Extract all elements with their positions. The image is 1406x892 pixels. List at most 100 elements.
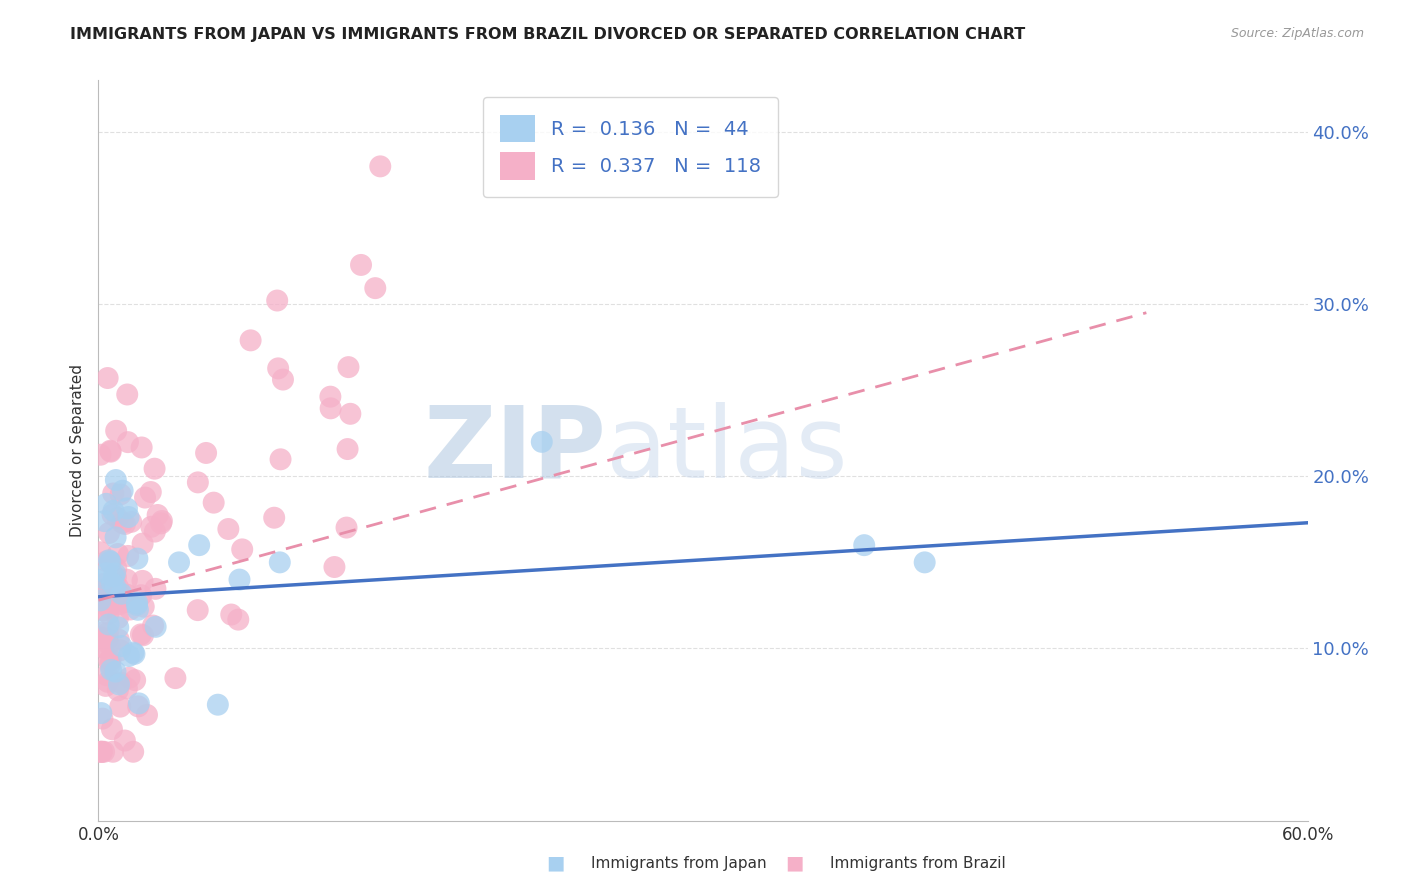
Point [89,448,111,462]
Point [89,545,111,559]
Point [104,570,127,584]
Point [91,640,114,655]
Point [271,373,294,387]
Point [131,574,153,588]
Point [127,596,149,610]
Point [90,745,112,759]
Point [90,591,112,605]
Point [141,520,163,534]
Point [202,496,225,510]
Point [91,640,114,654]
Text: ■: ■ [785,853,804,872]
Point [143,524,166,539]
Point [323,560,346,574]
Point [350,258,373,272]
Point [145,582,167,596]
Point [319,390,342,404]
Text: IMMIGRANTS FROM JAPAN VS IMMIGRANTS FROM BRAZIL DIVORCED OR SEPARATED CORRELATIO: IMMIGRANTS FROM JAPAN VS IMMIGRANTS FROM… [70,27,1025,42]
Point [96,497,118,511]
Point [89,591,111,605]
Point [101,576,124,591]
Point [124,673,146,688]
Point [96,668,118,682]
Point [127,603,149,617]
Point [231,542,253,557]
Point [129,627,152,641]
Point [114,594,136,608]
Point [110,587,132,601]
Point [90,630,112,644]
Point [115,501,138,516]
Point [111,483,134,498]
Point [115,588,138,602]
Point [263,510,285,524]
Point [118,671,141,685]
Point [117,435,139,450]
Point [100,444,122,458]
Point [207,698,229,712]
Point [127,699,149,714]
Point [103,486,125,500]
Point [97,626,120,640]
Point [96,554,118,568]
Point [219,607,242,622]
Point [107,588,129,602]
Point [90,706,112,720]
Point [108,643,131,657]
Point [110,675,132,690]
Point [134,491,156,505]
Point [101,745,124,759]
Point [91,712,114,726]
Point [136,707,159,722]
Point [107,632,129,647]
Point [96,591,118,606]
Point [267,361,290,376]
Point [110,487,132,501]
Point [94,679,117,693]
Point [90,584,112,599]
Point [114,595,136,609]
Point [98,555,121,569]
Point [139,485,162,500]
Point [105,561,128,575]
Point [93,514,115,528]
Point [122,745,145,759]
Point [107,547,129,561]
Point [100,653,122,667]
Point [97,607,120,621]
Point [89,625,111,640]
Point [195,446,218,460]
Point [91,632,114,646]
Text: Immigrants from Brazil: Immigrants from Brazil [830,856,1005,871]
Point [339,407,361,421]
Point [132,628,155,642]
Point [266,293,288,308]
Point [132,599,155,614]
Point [114,516,136,531]
Point [120,515,142,529]
Point [107,511,129,525]
Point [118,648,141,663]
Point [96,566,118,581]
Point [187,603,209,617]
Point [217,522,239,536]
Point [111,516,134,530]
Point [131,536,153,550]
Point [98,443,121,458]
Point [165,671,187,685]
Point [108,597,131,611]
Point [530,434,553,449]
Point [93,745,115,759]
Point [142,618,165,632]
Point [107,580,129,594]
Point [128,697,150,711]
Point [127,551,149,566]
Point [97,674,120,689]
Point [96,632,118,646]
Point [98,657,121,672]
Point [125,598,148,612]
Point [146,508,169,522]
Point [150,514,173,528]
Point [96,589,118,603]
Point [120,602,142,616]
